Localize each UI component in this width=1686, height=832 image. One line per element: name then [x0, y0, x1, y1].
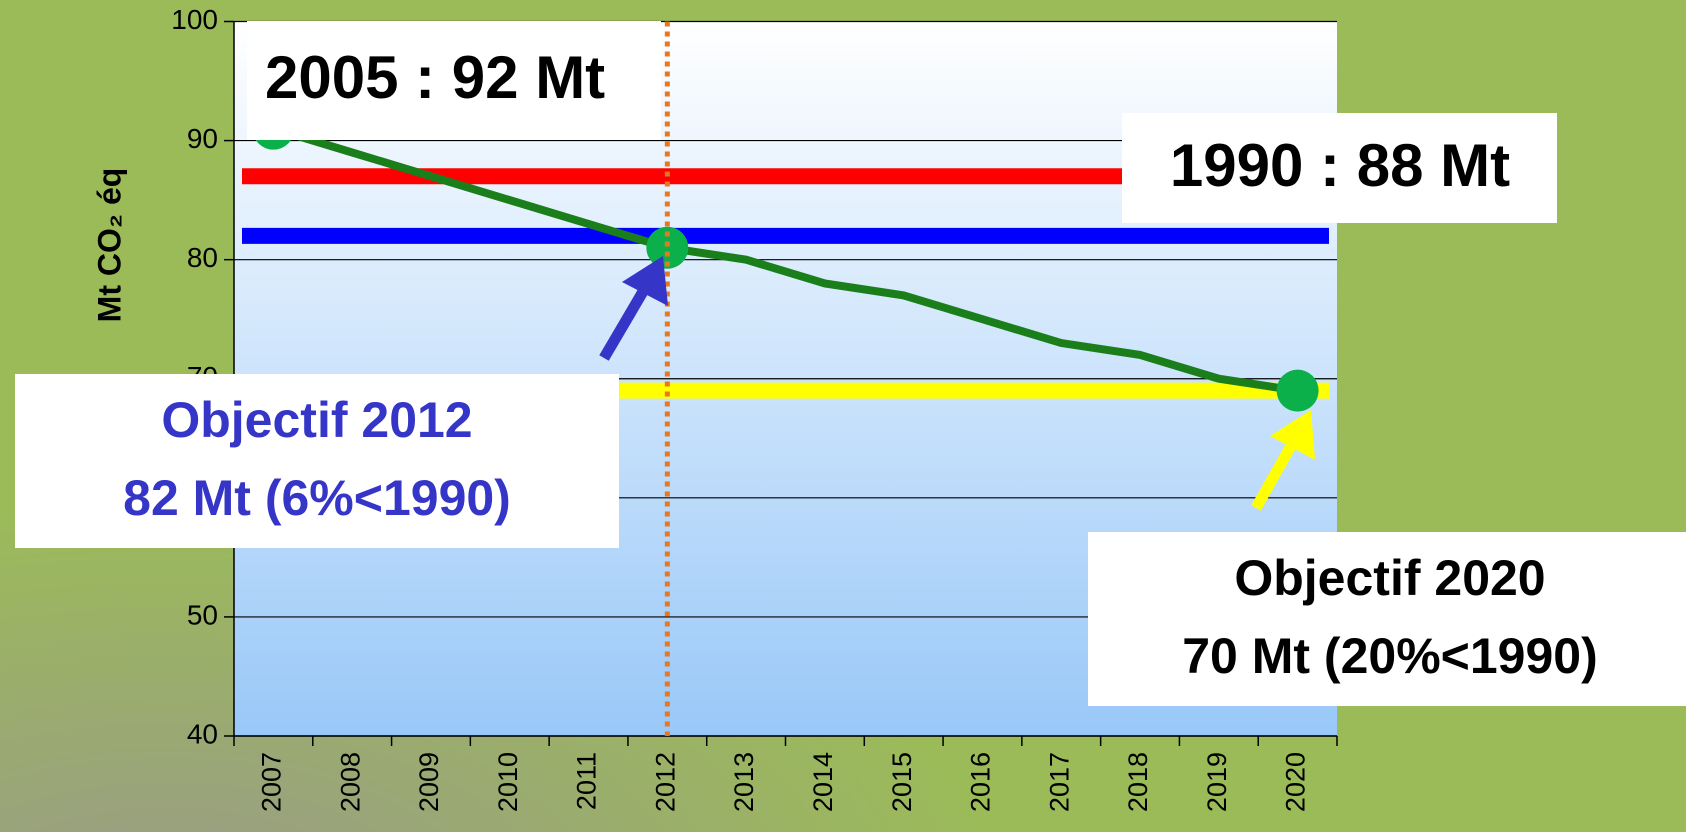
- x-tick-label: 2012: [650, 752, 680, 812]
- arrow-head: [1270, 410, 1315, 460]
- x-tick-label: 2013: [729, 752, 759, 812]
- arrow-head: [622, 256, 668, 306]
- arrow: [599, 280, 653, 361]
- x-tick-label: 2016: [966, 752, 996, 812]
- x-tick-label: 2017: [1044, 752, 1074, 812]
- point-marker: [1276, 369, 1319, 412]
- annotation: 70 Mt (20%<1990): [1182, 628, 1598, 684]
- x-tick-label: 2007: [257, 752, 287, 812]
- x-tick-label: 2019: [1202, 752, 1232, 812]
- x-tick-label: 2008: [335, 752, 365, 812]
- x-tick-label: 2011: [572, 752, 602, 810]
- annotation: Objectif 2020: [1234, 550, 1545, 606]
- point-marker: [646, 226, 689, 269]
- y-tick-label: 90: [187, 123, 218, 154]
- y-tick-label: 50: [187, 599, 218, 630]
- x-tick-label: 2015: [887, 752, 917, 812]
- annotation: 1990 : 88 Mt: [1170, 132, 1510, 199]
- x-tick-label: 2009: [414, 752, 444, 812]
- annotation: 2005 : 92 Mt: [265, 44, 605, 111]
- annotation-box: [1122, 113, 1557, 223]
- x-tick-label: 2010: [493, 752, 523, 812]
- y-axis-label: Mt CO₂ éq: [91, 168, 127, 323]
- y-tick-label: 100: [171, 4, 218, 35]
- y-tick-label: 80: [187, 242, 218, 273]
- annotation: Objectif 2012: [161, 392, 472, 448]
- x-tick-label: 2020: [1281, 752, 1311, 812]
- y-tick-label: 40: [187, 718, 218, 749]
- annotation: 82 Mt (6%<1990): [123, 470, 511, 526]
- x-tick-label: 2014: [808, 752, 838, 812]
- annotation-box: [247, 21, 661, 140]
- annotation-box: [1088, 532, 1686, 706]
- annotation-box: [15, 374, 619, 548]
- series-line: [272, 124, 1299, 395]
- arrow: [1251, 434, 1301, 511]
- x-tick-label: 2018: [1123, 752, 1153, 812]
